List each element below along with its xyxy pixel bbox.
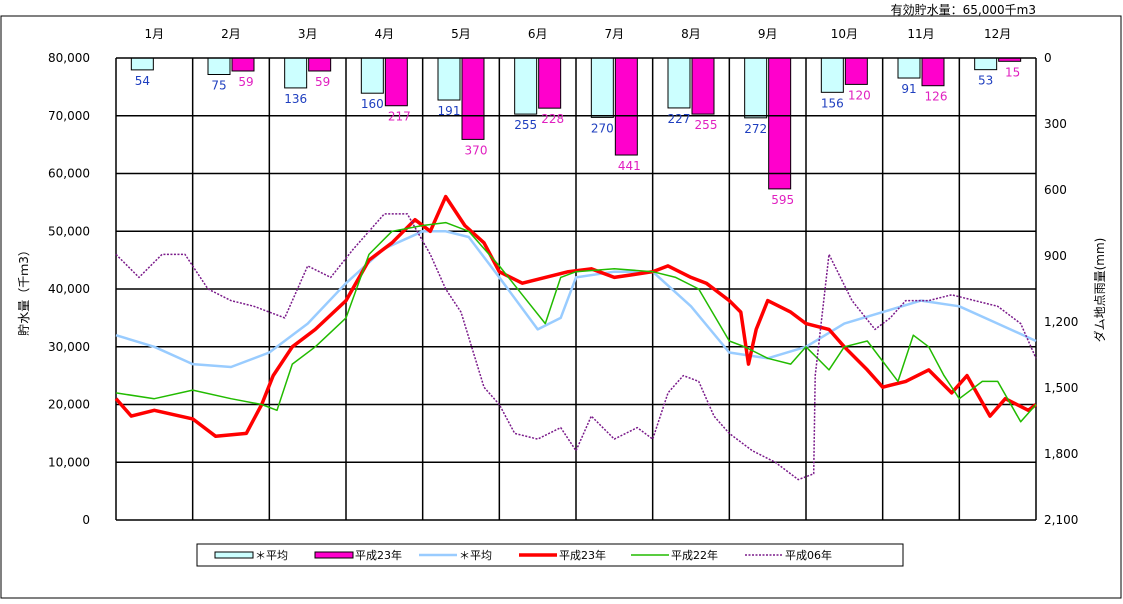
legend-label: 平成23年 (355, 548, 402, 562)
month-label: 5月 (451, 27, 471, 41)
legend-label: ＊平均 (255, 549, 288, 562)
right-axis-title: ダム地点雨量(mm) (1092, 238, 1107, 343)
month-label: 1月 (145, 27, 165, 41)
month-label: 2月 (221, 27, 241, 41)
month-label: 10月 (831, 27, 858, 41)
legend-label: 平成23年 (559, 548, 606, 562)
bar (921, 57, 945, 87)
data-label: 53 (978, 74, 993, 88)
bar (614, 57, 638, 156)
bar (130, 57, 154, 71)
data-label: 75 (211, 79, 226, 93)
right-tick-label: 2,100 (1044, 513, 1078, 527)
capacity-note: 有効貯水量：65,000千m3 (891, 2, 1036, 17)
bar (691, 57, 715, 115)
data-label: 91 (901, 82, 916, 96)
left-tick-label: 60,000 (48, 167, 90, 181)
bar (308, 57, 332, 72)
legend-label: ＊平均 (459, 549, 492, 562)
left-tick-label: 0 (82, 513, 90, 527)
data-label: 54 (135, 74, 150, 88)
bar (437, 57, 461, 101)
data-label: 120 (848, 88, 871, 102)
right-tick-label: 300 (1044, 117, 1067, 131)
data-label: 136 (284, 92, 307, 106)
series-line (115, 213, 1037, 481)
right-tick-label: 1,800 (1044, 447, 1078, 461)
right-tick-label: 900 (1044, 249, 1067, 263)
labels-layer: 54 75 136 160 191 255 270 227 272 156 91 53 59 59 217 3… (135, 65, 1021, 207)
bar (897, 57, 921, 79)
legend-label: 平成06年 (785, 548, 832, 562)
month-label: 11月 (907, 27, 934, 41)
month-label: 8月 (681, 27, 701, 41)
bar (768, 57, 792, 190)
left-tick-label: 10,000 (48, 455, 90, 469)
bar (384, 57, 408, 107)
legend-label: 平成22年 (671, 548, 718, 562)
chart-frame (0, 15, 1122, 599)
axis-layer: 1月 2月 3月 4月 5月 6月 7月 8月 9月 10月 11月 12月 0 10,000 20,000… (48, 27, 1078, 527)
bar (844, 57, 868, 85)
series-line (115, 221, 1037, 423)
bar (231, 57, 255, 72)
data-label: 441 (618, 159, 641, 173)
data-label: 270 (591, 121, 614, 135)
data-label: 191 (438, 104, 461, 118)
grid-layer (115, 57, 1037, 521)
month-label: 6月 (528, 27, 548, 41)
data-label: 255 (695, 118, 718, 132)
left-tick-label: 80,000 (48, 51, 90, 65)
data-label: 217 (388, 110, 411, 124)
data-label: 370 (465, 143, 488, 157)
data-label: 228 (541, 112, 564, 126)
legend-swatch (314, 551, 354, 559)
data-label: 15 (1005, 65, 1020, 79)
left-axis-title: 貯水量（千ｍ3） (17, 244, 31, 336)
data-label: 227 (668, 112, 691, 126)
bar (514, 57, 538, 115)
bar (284, 57, 308, 89)
data-label: 160 (361, 97, 384, 111)
legend-swatch (214, 551, 254, 559)
bar (820, 57, 844, 93)
data-label: 59 (315, 75, 330, 89)
right-tick-label: 600 (1044, 183, 1067, 197)
bar (360, 57, 384, 94)
month-label: 9月 (758, 27, 778, 41)
right-tick-label: 0 (1044, 51, 1052, 65)
left-tick-label: 50,000 (48, 224, 90, 238)
data-label: 126 (925, 90, 948, 104)
bar (667, 57, 691, 109)
bars-layer (130, 57, 1022, 190)
bar (461, 57, 485, 140)
bar (207, 57, 231, 75)
data-label: 156 (821, 96, 844, 110)
bar (744, 57, 768, 119)
left-tick-label: 70,000 (48, 109, 90, 123)
month-label: 12月 (984, 27, 1011, 41)
lines-layer (114, 194, 1038, 481)
left-tick-label: 40,000 (48, 282, 90, 296)
right-tick-label: 1,200 (1044, 315, 1078, 329)
series-line (114, 194, 1038, 439)
left-tick-label: 30,000 (48, 340, 90, 354)
left-tick-label: 20,000 (48, 398, 90, 412)
month-label: 7月 (605, 27, 625, 41)
data-label: 595 (771, 193, 794, 207)
legend: ＊平均 平成23年 ＊平均 平成23年 平成22年 平成06年 (196, 543, 904, 567)
bar (538, 57, 562, 109)
bar (974, 57, 998, 71)
series-line (115, 230, 1037, 369)
data-label: 272 (744, 122, 767, 136)
data-label: 255 (514, 118, 537, 132)
data-label: 59 (238, 75, 253, 89)
bar (590, 57, 614, 118)
month-label: 4月 (375, 27, 395, 41)
right-tick-label: 1,500 (1044, 381, 1078, 395)
month-label: 3月 (298, 27, 318, 41)
